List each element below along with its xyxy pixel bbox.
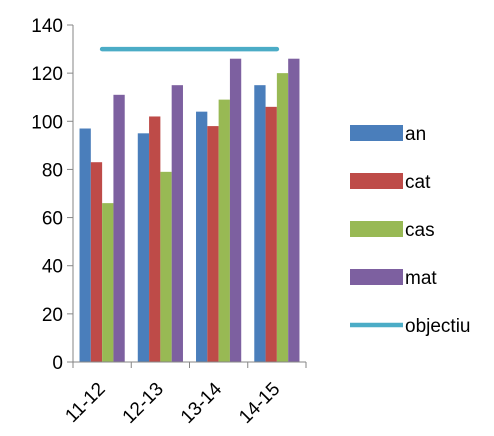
y-tick-label: 0 xyxy=(52,353,63,374)
legend-swatch-cat xyxy=(350,173,403,189)
bar-cas-13-14 xyxy=(218,99,230,362)
bar-an-12-13 xyxy=(137,133,150,362)
y-tick-label: 20 xyxy=(42,305,63,326)
plot-area xyxy=(79,46,300,363)
y-axis: 0 20 40 60 80 100 120 140 xyxy=(31,16,74,374)
x-tick-label: 11-12 xyxy=(61,379,109,427)
legend-label-cas: cas xyxy=(405,220,435,241)
bar-cas-14-15 xyxy=(276,73,289,363)
legend-swatch-mat xyxy=(350,269,403,285)
y-tick-label: 100 xyxy=(31,112,63,133)
bar-mat-14-15 xyxy=(288,58,300,362)
bar-cas-12-13 xyxy=(160,171,172,362)
bar-an-11-12 xyxy=(79,128,91,362)
y-tick-label: 120 xyxy=(31,64,63,85)
legend-swatch-cas xyxy=(350,221,403,237)
bar-cas-11-12 xyxy=(102,203,114,362)
y-tick-label: 140 xyxy=(31,16,63,37)
x-tick-label: 12-13 xyxy=(119,379,168,428)
legend-label-cat: cat xyxy=(405,172,431,193)
y-tick-label: 60 xyxy=(42,209,63,230)
bar-an-14-15 xyxy=(254,85,266,362)
bar-mat-13-14 xyxy=(229,58,242,362)
legend-label-an: an xyxy=(405,124,426,145)
y-tick-label: 80 xyxy=(42,160,63,181)
bar-mat-12-13 xyxy=(171,85,183,362)
x-tick-label: 14-15 xyxy=(235,379,284,428)
bar-an-13-14 xyxy=(196,111,208,363)
bar-cat-13-14 xyxy=(207,126,219,362)
y-tick-label: 40 xyxy=(42,257,63,278)
bar-cat-12-13 xyxy=(149,116,161,362)
legend: an cat cas mat objectiu xyxy=(350,124,471,337)
x-tick-label: 13-14 xyxy=(177,378,227,428)
legend-label-objectiu: objectiu xyxy=(405,316,471,337)
x-axis: 11-12 12-13 13-14 14-15 xyxy=(61,361,307,428)
bar-cat-11-12 xyxy=(90,162,103,362)
bar-mat-11-12 xyxy=(113,94,125,363)
legend-swatch-an xyxy=(350,125,403,141)
legend-label-mat: mat xyxy=(405,268,437,289)
bar-cat-14-15 xyxy=(265,106,277,362)
